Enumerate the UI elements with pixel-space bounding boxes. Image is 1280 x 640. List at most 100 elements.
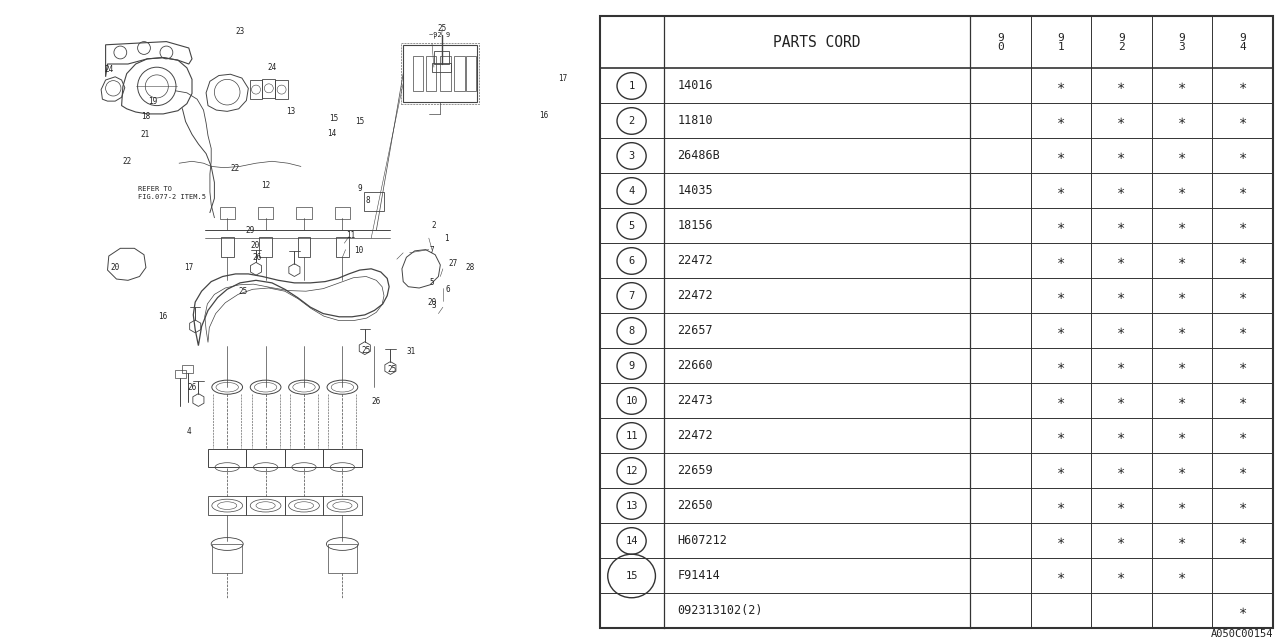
Text: ∗: ∗ [1178,289,1187,303]
Text: 22660: 22660 [677,360,713,372]
Text: 10: 10 [626,396,637,406]
Bar [297,237,310,257]
Text: ∗: ∗ [1057,429,1065,443]
Text: 5: 5 [430,278,434,287]
Text: FIG.077-2 ITEM.5: FIG.077-2 ITEM.5 [138,194,206,200]
Text: 17: 17 [558,74,568,83]
Bar [183,365,192,373]
Text: 1: 1 [628,81,635,91]
Text: ∗: ∗ [1057,324,1065,338]
Text: 9
1: 9 1 [1057,33,1064,52]
Text: 3: 3 [628,151,635,161]
Bar [212,544,242,573]
Text: 12: 12 [626,466,637,476]
Text: 13: 13 [287,108,296,116]
Text: ∗: ∗ [1057,219,1065,233]
Text: ∗: ∗ [1117,499,1125,513]
Text: 15: 15 [355,117,365,126]
Text: ∗: ∗ [1057,79,1065,93]
Text: 26486B: 26486B [677,150,721,163]
Text: 1: 1 [444,234,449,243]
Text: ∗: ∗ [1239,534,1247,548]
Text: REFER TO: REFER TO [138,186,172,192]
Text: ∗: ∗ [1117,569,1125,583]
Bar [434,51,449,64]
Text: 22650: 22650 [677,499,713,513]
Text: 26: 26 [371,397,381,406]
Bar [207,449,246,467]
Text: ∗: ∗ [1239,394,1247,408]
Text: ∗: ∗ [1117,289,1125,303]
Text: 22657: 22657 [677,324,713,337]
Bar [323,449,361,467]
Text: ∗: ∗ [1178,184,1187,198]
Text: 11: 11 [346,231,356,240]
Text: 22472: 22472 [677,289,713,303]
Text: 13: 13 [626,501,637,511]
Bar [440,56,451,91]
Bar [466,56,476,91]
Bar [221,237,233,257]
Text: ∗: ∗ [1178,254,1187,268]
Text: 28: 28 [466,263,475,272]
Text: 22473: 22473 [677,394,713,408]
Text: 7: 7 [628,291,635,301]
Text: 18156: 18156 [677,220,713,232]
Text: 22472: 22472 [677,429,713,442]
Bar [246,496,284,515]
Text: 14016: 14016 [677,79,713,92]
Text: 9
0: 9 0 [997,33,1004,52]
Text: 11: 11 [626,431,637,441]
Text: ∗: ∗ [1057,464,1065,478]
Text: ~92 9: ~92 9 [429,32,451,38]
Text: ∗: ∗ [1239,464,1247,478]
Text: 4: 4 [187,427,191,436]
Text: A050C00154: A050C00154 [1211,628,1274,639]
Text: 26: 26 [187,383,197,392]
Text: ∗: ∗ [1178,324,1187,338]
Text: 20: 20 [428,298,436,307]
Text: 25: 25 [387,365,397,374]
Bar [335,237,348,257]
Text: 14035: 14035 [677,184,713,198]
Text: ∗: ∗ [1178,499,1187,513]
Bar [328,544,357,573]
Text: ∗: ∗ [1117,114,1125,128]
Bar [284,496,323,515]
Text: 29: 29 [244,226,255,235]
Text: 15: 15 [626,571,637,581]
Text: 22: 22 [230,164,241,173]
Text: 26: 26 [252,253,262,262]
Text: 6: 6 [628,256,635,266]
Text: 4: 4 [628,186,635,196]
Text: ∗: ∗ [1239,254,1247,268]
Text: 20: 20 [110,263,120,272]
Text: 16: 16 [539,111,549,120]
Text: ∗: ∗ [1239,604,1247,618]
Text: ∗: ∗ [1057,359,1065,373]
Text: ∗: ∗ [1117,534,1125,548]
Text: ∗: ∗ [1239,219,1247,233]
Text: 9
2: 9 2 [1119,33,1125,52]
Bar [246,449,284,467]
Text: 19: 19 [147,97,157,106]
Text: 12: 12 [261,181,270,190]
Text: ∗: ∗ [1057,254,1065,268]
Text: 3: 3 [431,301,436,310]
Text: 25: 25 [238,287,248,296]
Text: ∗: ∗ [1178,429,1187,443]
Bar [412,56,422,91]
Text: 22: 22 [122,157,132,166]
Text: ∗: ∗ [1178,534,1187,548]
Text: F91414: F91414 [677,570,721,582]
Text: 8: 8 [628,326,635,336]
Text: ∗: ∗ [1057,149,1065,163]
Text: ∗: ∗ [1057,499,1065,513]
Text: 2: 2 [431,221,436,230]
Text: 14: 14 [326,129,337,138]
Text: 11810: 11810 [677,115,713,127]
Text: ∗: ∗ [1117,219,1125,233]
Text: H607212: H607212 [677,534,727,547]
Text: ∗: ∗ [1057,534,1065,548]
Text: ∗: ∗ [1117,324,1125,338]
